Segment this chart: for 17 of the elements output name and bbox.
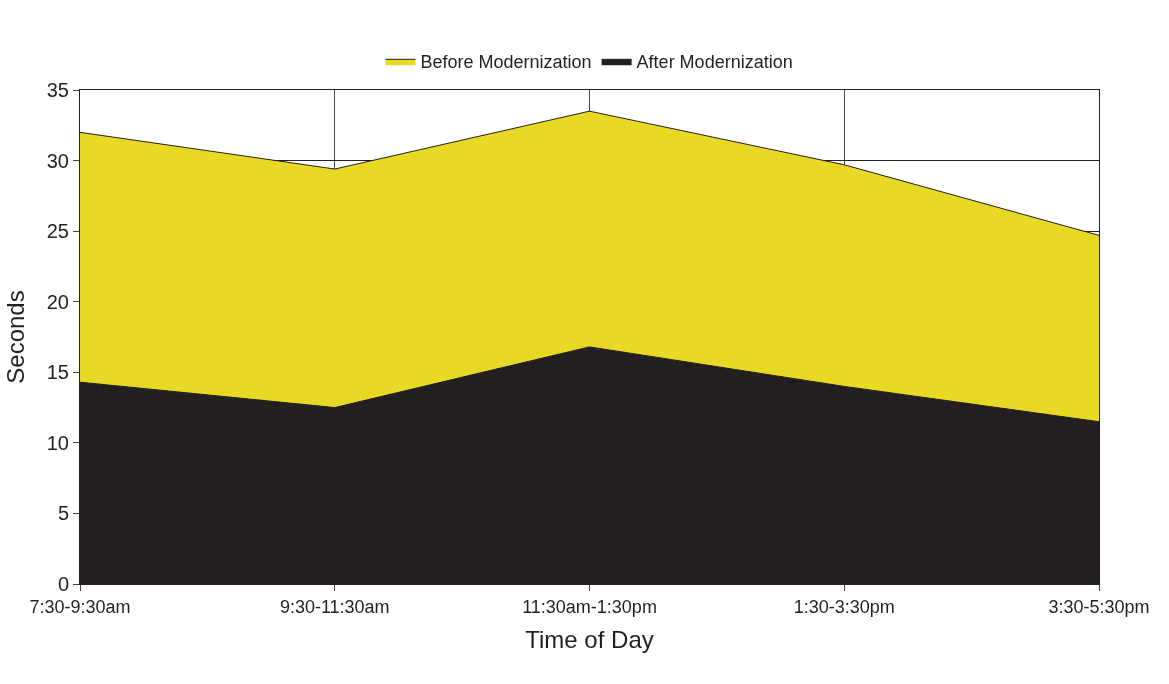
legend-label: Before Modernization xyxy=(420,52,592,73)
y-tick-label: 35 xyxy=(46,79,69,101)
y-tick-label: 10 xyxy=(46,431,69,454)
x-tick-label: 7:30-9:30am xyxy=(29,596,131,617)
x-axis-title: Time of Day xyxy=(525,625,654,653)
y-tick-label: 25 xyxy=(46,220,69,243)
y-tick-label: 20 xyxy=(46,290,69,313)
y-axis-title: Seconds xyxy=(1,290,29,384)
y-tick-label: 5 xyxy=(57,502,69,525)
x-tick-label: 3:30-5:30pm xyxy=(1048,596,1150,617)
legend-label: After Modernization xyxy=(636,52,793,73)
y-tick-label: 0 xyxy=(57,573,69,595)
x-tick-label: 9:30-11:30am xyxy=(279,596,390,617)
y-tick-label: 30 xyxy=(46,149,69,172)
y-tick-label: 15 xyxy=(46,361,69,384)
x-tick-label: 1:30-3:30pm xyxy=(793,596,895,617)
x-tick-label: 11:30am-1:30pm xyxy=(522,596,657,617)
